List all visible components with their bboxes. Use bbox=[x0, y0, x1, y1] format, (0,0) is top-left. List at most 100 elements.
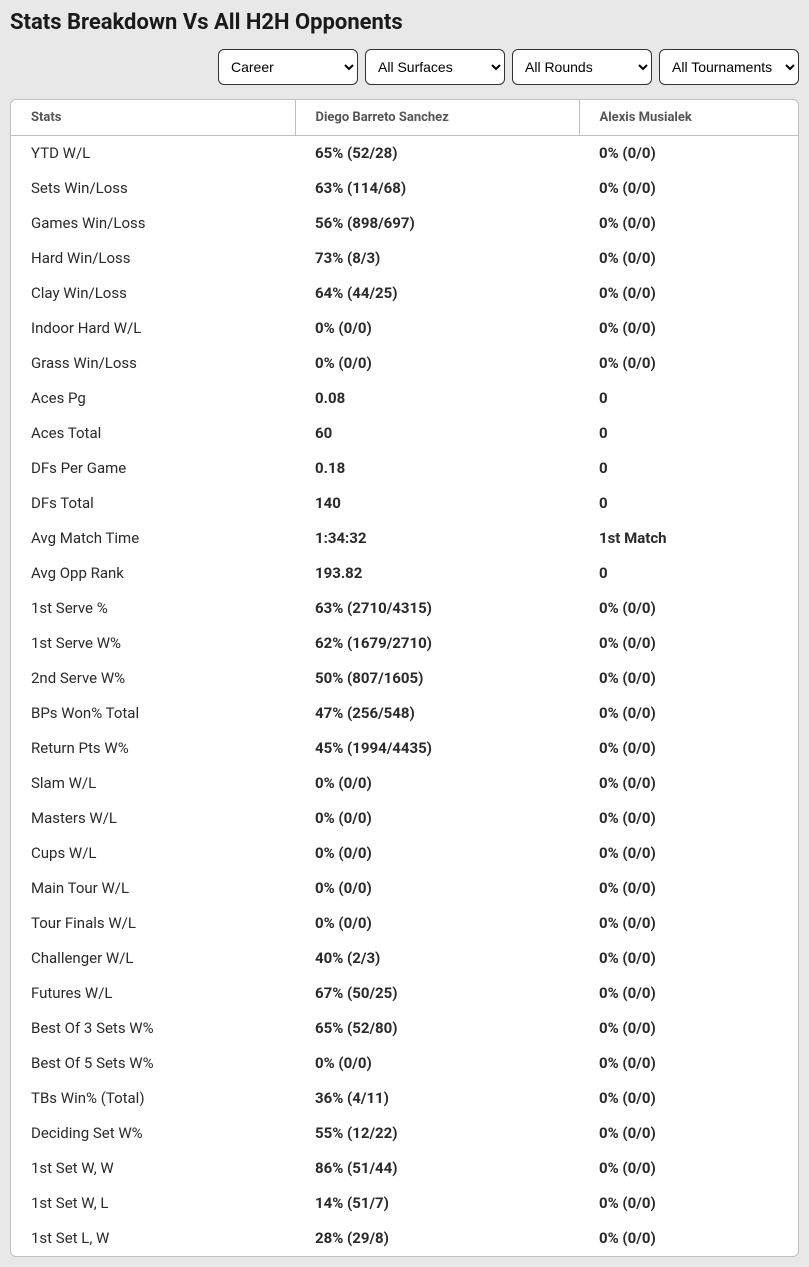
player1-value: 0.08 bbox=[295, 381, 579, 416]
player1-value: 140 bbox=[295, 486, 579, 521]
table-row: BPs Won% Total47% (256/548)0% (0/0) bbox=[11, 696, 798, 731]
player1-value: 50% (807/1605) bbox=[295, 661, 579, 696]
player1-value: 64% (44/25) bbox=[295, 276, 579, 311]
stat-label: 1st Set L, W bbox=[11, 1221, 295, 1256]
player2-value: 1st Match bbox=[579, 521, 798, 556]
table-row: Clay Win/Loss64% (44/25)0% (0/0) bbox=[11, 276, 798, 311]
table-row: Sets Win/Loss63% (114/68)0% (0/0) bbox=[11, 171, 798, 206]
table-row: Indoor Hard W/L0% (0/0)0% (0/0) bbox=[11, 311, 798, 346]
stat-label: DFs Per Game bbox=[11, 451, 295, 486]
player2-value: 0% (0/0) bbox=[579, 171, 798, 206]
player2-value: 0% (0/0) bbox=[579, 1116, 798, 1151]
player1-value: 193.82 bbox=[295, 556, 579, 591]
player1-value: 0% (0/0) bbox=[295, 871, 579, 906]
stat-label: Return Pts W% bbox=[11, 731, 295, 766]
player1-value: 67% (50/25) bbox=[295, 976, 579, 1011]
player2-value: 0% (0/0) bbox=[579, 731, 798, 766]
stat-label: Clay Win/Loss bbox=[11, 276, 295, 311]
stat-label: YTD W/L bbox=[11, 136, 295, 171]
player2-value: 0 bbox=[579, 416, 798, 451]
player1-value: 86% (51/44) bbox=[295, 1151, 579, 1186]
stat-label: TBs Win% (Total) bbox=[11, 1081, 295, 1116]
table-row: Challenger W/L40% (2/3)0% (0/0) bbox=[11, 941, 798, 976]
player1-value: 0% (0/0) bbox=[295, 346, 579, 381]
stat-label: Games Win/Loss bbox=[11, 206, 295, 241]
table-row: 1st Set W, L14% (51/7)0% (0/0) bbox=[11, 1186, 798, 1221]
table-header-row: Stats Diego Barreto Sanchez Alexis Musia… bbox=[11, 100, 798, 136]
stat-label: Cups W/L bbox=[11, 836, 295, 871]
page-title: Stats Breakdown Vs All H2H Opponents bbox=[10, 10, 799, 35]
player2-value: 0% (0/0) bbox=[579, 836, 798, 871]
table-row: Masters W/L0% (0/0)0% (0/0) bbox=[11, 801, 798, 836]
stat-label: Best Of 5 Sets W% bbox=[11, 1046, 295, 1081]
stat-label: Aces Total bbox=[11, 416, 295, 451]
table-row: Cups W/L0% (0/0)0% (0/0) bbox=[11, 836, 798, 871]
stat-label: Hard Win/Loss bbox=[11, 241, 295, 276]
player2-value: 0% (0/0) bbox=[579, 696, 798, 731]
player2-value: 0 bbox=[579, 556, 798, 591]
player2-value: 0% (0/0) bbox=[579, 136, 798, 171]
player2-value: 0% (0/0) bbox=[579, 1151, 798, 1186]
table-row: Tour Finals W/L0% (0/0)0% (0/0) bbox=[11, 906, 798, 941]
player1-value: 73% (8/3) bbox=[295, 241, 579, 276]
player2-value: 0% (0/0) bbox=[579, 1221, 798, 1256]
table-row: Slam W/L0% (0/0)0% (0/0) bbox=[11, 766, 798, 801]
table-row: DFs Per Game0.180 bbox=[11, 451, 798, 486]
player2-value: 0% (0/0) bbox=[579, 766, 798, 801]
stat-label: Avg Opp Rank bbox=[11, 556, 295, 591]
player2-value: 0 bbox=[579, 451, 798, 486]
tournament-select[interactable]: All Tournaments bbox=[659, 49, 799, 85]
stat-label: 1st Set W, W bbox=[11, 1151, 295, 1186]
stat-label: Avg Match Time bbox=[11, 521, 295, 556]
stat-label: 1st Serve W% bbox=[11, 626, 295, 661]
table-row: 1st Set W, W86% (51/44)0% (0/0) bbox=[11, 1151, 798, 1186]
table-row: Avg Opp Rank193.820 bbox=[11, 556, 798, 591]
player2-value: 0 bbox=[579, 486, 798, 521]
player1-value: 0% (0/0) bbox=[295, 836, 579, 871]
stat-label: 1st Serve % bbox=[11, 591, 295, 626]
player2-value: 0% (0/0) bbox=[579, 906, 798, 941]
player2-value: 0% (0/0) bbox=[579, 276, 798, 311]
surface-select[interactable]: All Surfaces bbox=[365, 49, 505, 85]
stat-label: DFs Total bbox=[11, 486, 295, 521]
player2-value: 0% (0/0) bbox=[579, 311, 798, 346]
player2-value: 0% (0/0) bbox=[579, 871, 798, 906]
stat-label: Tour Finals W/L bbox=[11, 906, 295, 941]
stat-label: Challenger W/L bbox=[11, 941, 295, 976]
table-row: 1st Serve %63% (2710/4315)0% (0/0) bbox=[11, 591, 798, 626]
stat-label: BPs Won% Total bbox=[11, 696, 295, 731]
player1-value: 0% (0/0) bbox=[295, 311, 579, 346]
player2-value: 0% (0/0) bbox=[579, 801, 798, 836]
table-row: Return Pts W%45% (1994/4435)0% (0/0) bbox=[11, 731, 798, 766]
player1-value: 60 bbox=[295, 416, 579, 451]
player1-value: 0% (0/0) bbox=[295, 766, 579, 801]
table-row: Games Win/Loss56% (898/697)0% (0/0) bbox=[11, 206, 798, 241]
stat-label: 2nd Serve W% bbox=[11, 661, 295, 696]
player1-value: 36% (4/11) bbox=[295, 1081, 579, 1116]
table-row: Best Of 5 Sets W%0% (0/0)0% (0/0) bbox=[11, 1046, 798, 1081]
round-select[interactable]: All Rounds bbox=[512, 49, 652, 85]
stats-table: Stats Diego Barreto Sanchez Alexis Musia… bbox=[11, 100, 798, 1256]
table-row: Aces Pg0.080 bbox=[11, 381, 798, 416]
stat-label: Grass Win/Loss bbox=[11, 346, 295, 381]
player1-value: 55% (12/22) bbox=[295, 1116, 579, 1151]
player2-value: 0% (0/0) bbox=[579, 1186, 798, 1221]
player1-value: 0% (0/0) bbox=[295, 906, 579, 941]
player1-value: 0% (0/0) bbox=[295, 1046, 579, 1081]
player2-value: 0% (0/0) bbox=[579, 346, 798, 381]
table-row: 2nd Serve W%50% (807/1605)0% (0/0) bbox=[11, 661, 798, 696]
stat-label: Futures W/L bbox=[11, 976, 295, 1011]
period-select[interactable]: Career bbox=[218, 49, 358, 85]
col-header-player1: Diego Barreto Sanchez bbox=[295, 100, 579, 136]
table-row: Deciding Set W%55% (12/22)0% (0/0) bbox=[11, 1116, 798, 1151]
table-row: Aces Total600 bbox=[11, 416, 798, 451]
stat-label: Indoor Hard W/L bbox=[11, 311, 295, 346]
col-header-stat: Stats bbox=[11, 100, 295, 136]
player1-value: 0.18 bbox=[295, 451, 579, 486]
player1-value: 62% (1679/2710) bbox=[295, 626, 579, 661]
player1-value: 63% (2710/4315) bbox=[295, 591, 579, 626]
table-row: TBs Win% (Total)36% (4/11)0% (0/0) bbox=[11, 1081, 798, 1116]
stat-label: Best Of 3 Sets W% bbox=[11, 1011, 295, 1046]
player2-value: 0% (0/0) bbox=[579, 941, 798, 976]
stat-label: Main Tour W/L bbox=[11, 871, 295, 906]
